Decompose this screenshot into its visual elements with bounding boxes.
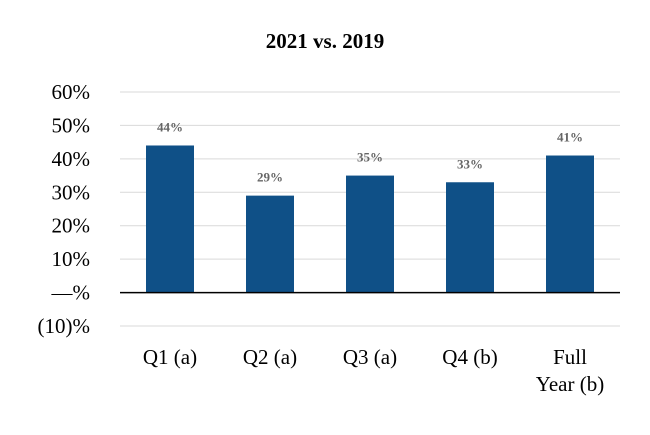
- y-tick-label: 30%: [52, 180, 91, 204]
- x-tick-label: Q3 (a): [343, 345, 397, 369]
- y-tick-label: —%: [51, 281, 91, 305]
- x-tick-label: Q1 (a): [143, 345, 197, 369]
- data-labels: 44% 29% 35% 33% 41%: [157, 119, 583, 184]
- y-tick-label: 60%: [52, 80, 91, 104]
- x-tick-label: Q2 (a): [243, 345, 297, 369]
- bar: [346, 175, 394, 293]
- x-axis: Q1 (a) Q2 (a) Q3 (a) Q4 (b) Full Year (b): [143, 345, 604, 396]
- x-tick-label: Full: [553, 345, 587, 369]
- data-label: 33%: [457, 156, 483, 171]
- y-tick-label: 10%: [52, 247, 91, 271]
- y-tick-label: (10)%: [38, 314, 90, 338]
- bar: [546, 155, 594, 293]
- y-tick-label: 40%: [52, 147, 91, 171]
- x-tick-label: Q4 (b): [442, 345, 497, 369]
- bar: [246, 195, 294, 293]
- y-tick-label: 50%: [52, 113, 91, 137]
- y-tick-label: 20%: [52, 214, 91, 238]
- x-tick-label: Year (b): [536, 372, 604, 396]
- chart-title: 2021 vs. 2019: [266, 29, 384, 53]
- data-label: 35%: [357, 150, 383, 165]
- y-axis: 60% 50% 40% 30% 20% 10% —% (10)%: [38, 80, 90, 338]
- data-label: 44%: [157, 119, 183, 134]
- bar: [446, 182, 494, 293]
- data-label: 41%: [557, 130, 583, 145]
- bars: [146, 145, 594, 293]
- bar: [146, 145, 194, 293]
- data-label: 29%: [257, 170, 283, 185]
